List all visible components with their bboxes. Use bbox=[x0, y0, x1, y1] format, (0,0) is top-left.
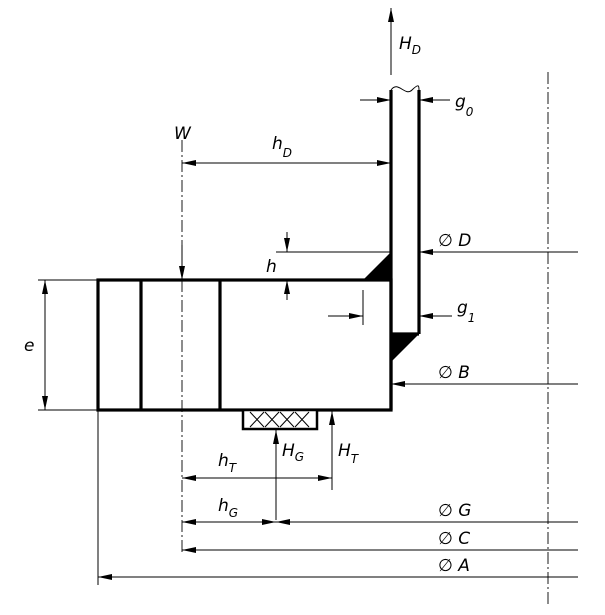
label-w: W bbox=[174, 124, 192, 144]
label-e: e bbox=[24, 336, 34, 356]
label-hd-force: HD bbox=[399, 34, 421, 57]
label-hg-distance: hG bbox=[218, 496, 238, 520]
label-diameter-a: ∅ A bbox=[438, 556, 470, 576]
label-diameter-b: ∅ B bbox=[438, 363, 470, 383]
label-g1: g1 bbox=[457, 298, 475, 325]
shell-break-line bbox=[390, 85, 420, 93]
label-diameter-d: ∅ D bbox=[438, 231, 471, 251]
label-diameter-g: ∅ G bbox=[438, 501, 471, 521]
label-g0: g0 bbox=[455, 92, 474, 119]
gasket bbox=[241, 408, 319, 431]
label-h: h bbox=[266, 257, 277, 277]
label-hd-distance: hD bbox=[272, 134, 292, 160]
label-ht-distance: hT bbox=[218, 451, 238, 475]
outer-weld bbox=[363, 252, 391, 280]
inner-weld bbox=[391, 334, 419, 362]
gasket-hatch bbox=[249, 411, 310, 428]
label-diameter-c: ∅ C bbox=[438, 529, 470, 549]
label-ht-force: HT bbox=[338, 441, 360, 466]
label-hg-force: HG bbox=[282, 441, 304, 464]
